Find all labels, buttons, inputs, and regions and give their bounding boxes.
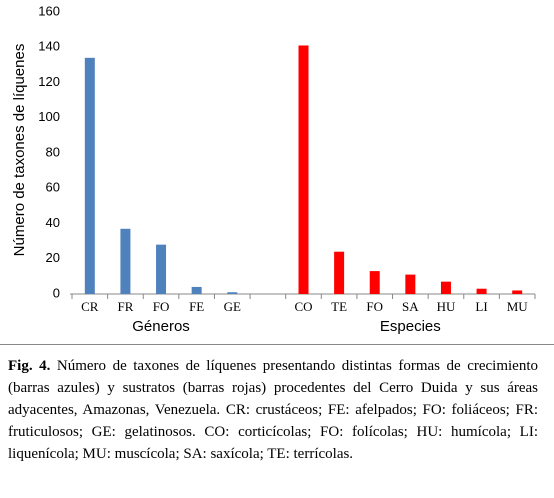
y-tick-label: 0 bbox=[53, 285, 60, 300]
y-tick-label: 100 bbox=[38, 109, 60, 124]
bar bbox=[369, 271, 380, 294]
bar bbox=[440, 281, 451, 294]
y-tick-label: 20 bbox=[46, 250, 60, 265]
bar bbox=[405, 274, 416, 294]
group-label: Especies bbox=[380, 318, 441, 335]
x-tick-label: GE bbox=[224, 299, 241, 314]
x-tick-label: FR bbox=[117, 299, 133, 314]
x-tick-label: LI bbox=[475, 299, 487, 314]
bar bbox=[84, 57, 95, 295]
x-tick-label: HU bbox=[437, 299, 456, 314]
bar bbox=[120, 228, 131, 294]
caption: Fig. 4. Número de taxones de líquenes pr… bbox=[8, 355, 538, 465]
caption-text: Número de taxones de líquenes presentand… bbox=[8, 358, 538, 462]
bar bbox=[334, 251, 345, 294]
x-tick-label: TE bbox=[331, 299, 347, 314]
y-tick-label: 120 bbox=[38, 74, 60, 89]
separator bbox=[0, 344, 554, 345]
bar bbox=[298, 45, 309, 294]
bar bbox=[476, 288, 487, 294]
x-tick-label: FO bbox=[153, 299, 170, 314]
y-tick-label: 140 bbox=[38, 39, 60, 54]
caption-label: Fig. 4. bbox=[8, 358, 51, 374]
x-tick-label: CO bbox=[294, 299, 312, 314]
x-tick-label: CR bbox=[81, 299, 99, 314]
y-axis-label: Número de taxones de líquenes bbox=[11, 44, 28, 257]
bar bbox=[156, 244, 167, 294]
group-label: Géneros bbox=[132, 318, 190, 335]
y-tick-label: 80 bbox=[46, 144, 60, 159]
bar bbox=[191, 286, 202, 294]
bar bbox=[227, 292, 238, 294]
y-tick-label: 60 bbox=[46, 180, 60, 195]
x-tick-label: MU bbox=[507, 299, 529, 314]
y-tick-label: 40 bbox=[46, 215, 60, 230]
chart: Número de taxones de líquenes 0 20 40 60 80 1… bbox=[11, 3, 536, 335]
x-tick-label: FO bbox=[366, 299, 383, 314]
y-tick-label: 160 bbox=[38, 3, 60, 18]
x-tick-label: SA bbox=[402, 299, 419, 314]
bar bbox=[512, 290, 523, 294]
x-tick-label: FE bbox=[189, 299, 204, 314]
